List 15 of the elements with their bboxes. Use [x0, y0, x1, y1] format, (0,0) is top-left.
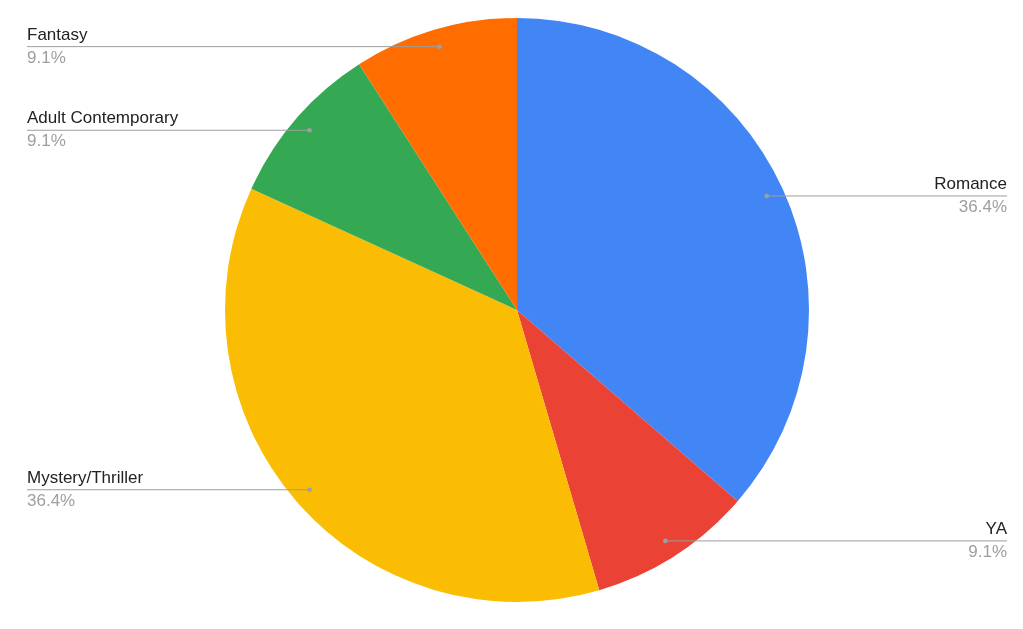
pie-slice	[359, 18, 517, 310]
pie-slice	[517, 18, 809, 502]
pie-slice	[517, 310, 738, 591]
data-label: 9.1%	[27, 47, 66, 67]
slice-label: Romance	[934, 173, 1007, 193]
pie-slice	[251, 64, 517, 310]
data-label: 36.4%	[958, 196, 1007, 216]
data-label: 36.4%	[27, 490, 76, 510]
slice-label: YA	[985, 518, 1008, 538]
slice-label: Adult Contemporary	[27, 108, 179, 128]
data-label: 9.1%	[968, 541, 1007, 561]
slice-label: Fantasy	[27, 24, 88, 44]
pie-slice	[225, 188, 600, 602]
slice-label: Mystery/Thriller	[27, 467, 144, 487]
data-label: 9.1%	[27, 131, 66, 151]
